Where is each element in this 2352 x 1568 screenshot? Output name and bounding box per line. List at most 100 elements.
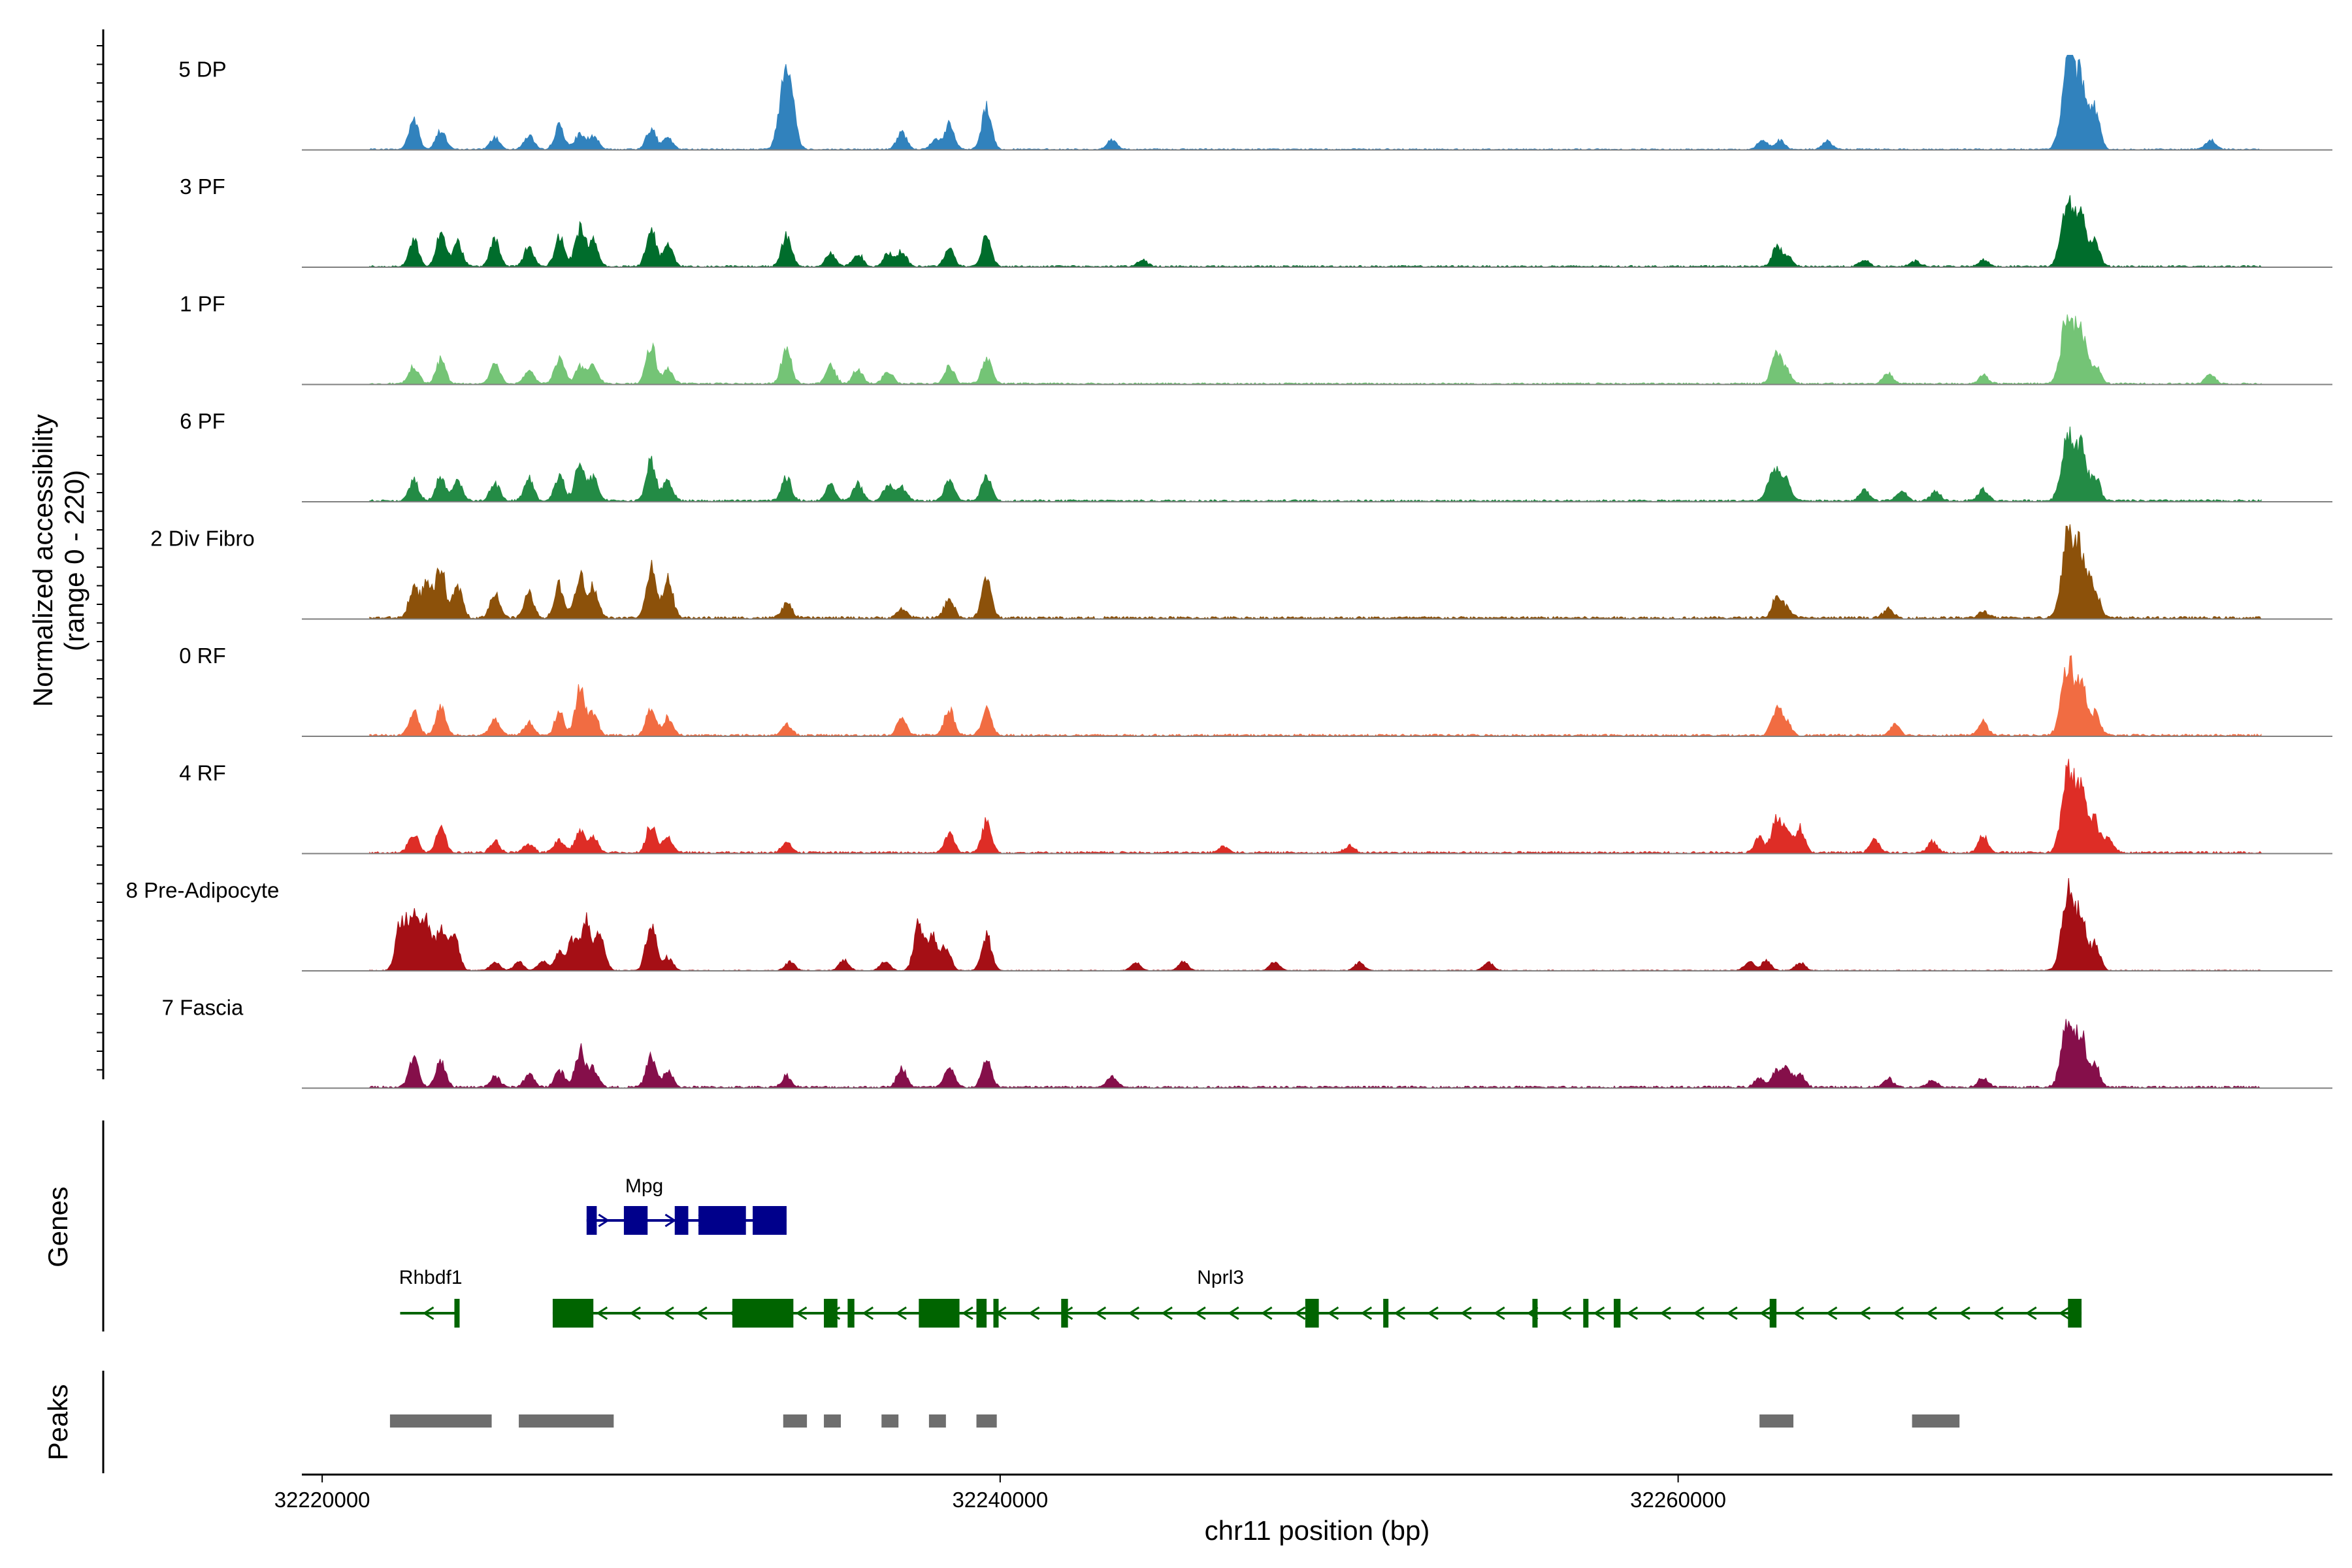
gene-rhbdf1: Rhbdf1 <box>399 1267 463 1328</box>
gene-strand-chevron <box>598 1213 610 1228</box>
gene-exon <box>698 1206 746 1235</box>
gene-strand-chevron <box>1792 1306 1805 1320</box>
x-tick-label: 32260000 <box>1630 1488 1726 1512</box>
gene-exon <box>623 1206 648 1235</box>
track-label: 7 Fascia <box>162 996 244 1020</box>
track-label: 2 Div Fibro <box>150 527 255 551</box>
gene-strand-chevron <box>1194 1306 1206 1320</box>
peak-region <box>1912 1414 1960 1428</box>
peak-region <box>881 1414 899 1428</box>
gene-exon <box>1532 1299 1538 1328</box>
track-label: 6 PF <box>180 409 225 433</box>
gene-strand-chevron <box>1260 1306 1273 1320</box>
track-3: 6 PF <box>180 409 2332 502</box>
gene-strand-chevron <box>1825 1306 1838 1320</box>
gene-exon <box>847 1299 855 1328</box>
coverage-tracks: 5 DP 3 PF 1 PF 6 PF 2 Div Fibro 0 RF 4 RF 8 Pre… <box>126 55 2332 1089</box>
track-label: 1 PF <box>180 292 225 316</box>
x-tick-label: 32240000 <box>952 1488 1048 1512</box>
peaks-panel <box>389 1414 1960 1428</box>
gene-strand-chevron <box>1161 1306 1173 1320</box>
gene-strand-chevron <box>2058 1306 2070 1320</box>
gene-exon <box>1383 1299 1389 1328</box>
gene-nprl3: Nprl3 <box>552 1267 2082 1328</box>
gene-label: Rhbdf1 <box>399 1267 463 1288</box>
gene-strand-chevron <box>696 1306 708 1320</box>
peak-region <box>389 1414 492 1428</box>
gene-strand-chevron <box>862 1306 874 1320</box>
gene-exon <box>919 1299 960 1328</box>
y-axis-title: Normalized accessibility <box>27 414 58 707</box>
gene-strand-chevron <box>1427 1306 1439 1320</box>
gene-strand-chevron <box>962 1306 973 1320</box>
peak-region <box>928 1414 946 1428</box>
gene-strand-chevron <box>1759 1306 1771 1320</box>
gene-strand-chevron <box>1360 1306 1373 1320</box>
x-tick-label: 32220000 <box>274 1488 370 1512</box>
gene-strand-chevron <box>1494 1306 1505 1320</box>
gene-strand-chevron <box>1693 1306 1705 1320</box>
gene-strand-chevron <box>1959 1306 1970 1320</box>
gene-exon <box>1769 1299 1777 1328</box>
gene-strand-chevron <box>662 1306 674 1320</box>
gene-strand-chevron <box>664 1213 677 1228</box>
gene-exon <box>674 1206 689 1235</box>
gene-exon <box>552 1299 594 1328</box>
gene-exon <box>2068 1299 2082 1328</box>
track-label: 4 RF <box>179 761 226 785</box>
gene-strand-chevron <box>1128 1306 1140 1320</box>
gene-exon <box>1305 1299 1319 1328</box>
gene-strand-chevron <box>1294 1306 1306 1320</box>
gene-exon <box>1614 1299 1621 1328</box>
gene-strand-chevron <box>1460 1306 1472 1320</box>
peaks-panel-title: Peaks <box>42 1384 73 1461</box>
gene-strand-chevron <box>596 1306 608 1320</box>
track-label: 5 DP <box>178 57 226 82</box>
gene-exon <box>753 1206 787 1235</box>
track-0: 5 DP <box>178 55 2332 151</box>
gene-strand-chevron <box>422 1306 434 1320</box>
gene-label: Nprl3 <box>1197 1267 1244 1288</box>
gene-exon <box>824 1299 838 1328</box>
gene-strand-chevron <box>629 1306 641 1320</box>
track-4: 2 Div Fibro <box>150 524 2332 620</box>
gene-strand-chevron <box>795 1306 808 1320</box>
gene-exon <box>454 1299 460 1328</box>
peak-region <box>783 1414 808 1428</box>
peak-region <box>824 1414 841 1428</box>
gene-strand-chevron <box>1094 1306 1107 1320</box>
peak-region <box>976 1414 997 1428</box>
y-axis-subtitle: (range 0 - 220) <box>59 470 90 651</box>
gene-strand-chevron <box>1726 1306 1738 1320</box>
track-7: 8 Pre-Adipocyte <box>126 877 2332 972</box>
gene-exon <box>1061 1299 1068 1328</box>
gene-strand-chevron <box>1859 1306 1871 1320</box>
gene-strand-chevron <box>2025 1306 2037 1320</box>
gene-strand-chevron <box>1992 1306 2004 1320</box>
gene-strand-chevron <box>1560 1306 1572 1320</box>
track-8: 7 Fascia <box>162 996 2332 1089</box>
gene-exon <box>586 1206 597 1235</box>
track-label: 3 PF <box>180 174 225 199</box>
gene-strand-chevron <box>1228 1306 1239 1320</box>
gene-exon <box>1583 1299 1589 1328</box>
gene-exon <box>993 1299 999 1328</box>
gene-mpg: Mpg <box>586 1175 787 1235</box>
peak-region <box>519 1414 614 1428</box>
peak-region <box>1759 1414 1794 1428</box>
track-2: 1 PF <box>180 292 2332 385</box>
genes-panel-title: Genes <box>42 1186 73 1267</box>
gene-exon <box>732 1299 794 1328</box>
gene-strand-chevron <box>1593 1306 1605 1320</box>
track-6: 4 RF <box>179 759 2332 855</box>
axes: Normalized accessibility (range 0 - 220) G… <box>27 29 2332 1546</box>
gene-strand-chevron <box>1659 1306 1671 1320</box>
gene-strand-chevron <box>1626 1306 1639 1320</box>
gene-strand-chevron <box>895 1306 907 1320</box>
track-1: 3 PF <box>180 174 2332 268</box>
gene-exon <box>976 1299 987 1328</box>
gene-strand-chevron <box>1028 1306 1040 1320</box>
x-axis-title: chr11 position (bp) <box>1205 1515 1430 1546</box>
gene-strand-chevron <box>1925 1306 1937 1320</box>
